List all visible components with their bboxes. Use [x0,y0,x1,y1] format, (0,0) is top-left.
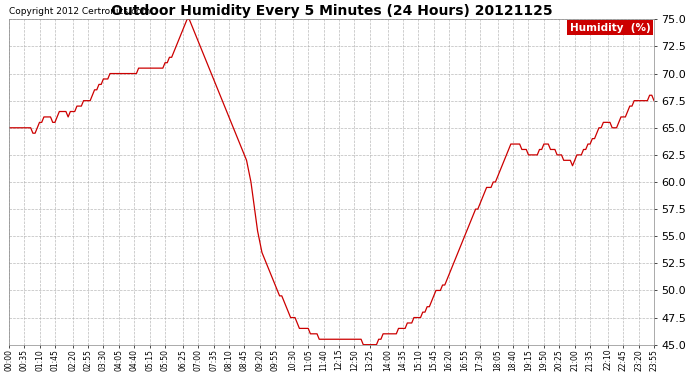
Title: Outdoor Humidity Every 5 Minutes (24 Hours) 20121125: Outdoor Humidity Every 5 Minutes (24 Hou… [110,4,552,18]
Text: Humidity  (%): Humidity (%) [570,22,651,33]
Text: Copyright 2012 Certronics.com: Copyright 2012 Certronics.com [9,7,150,16]
